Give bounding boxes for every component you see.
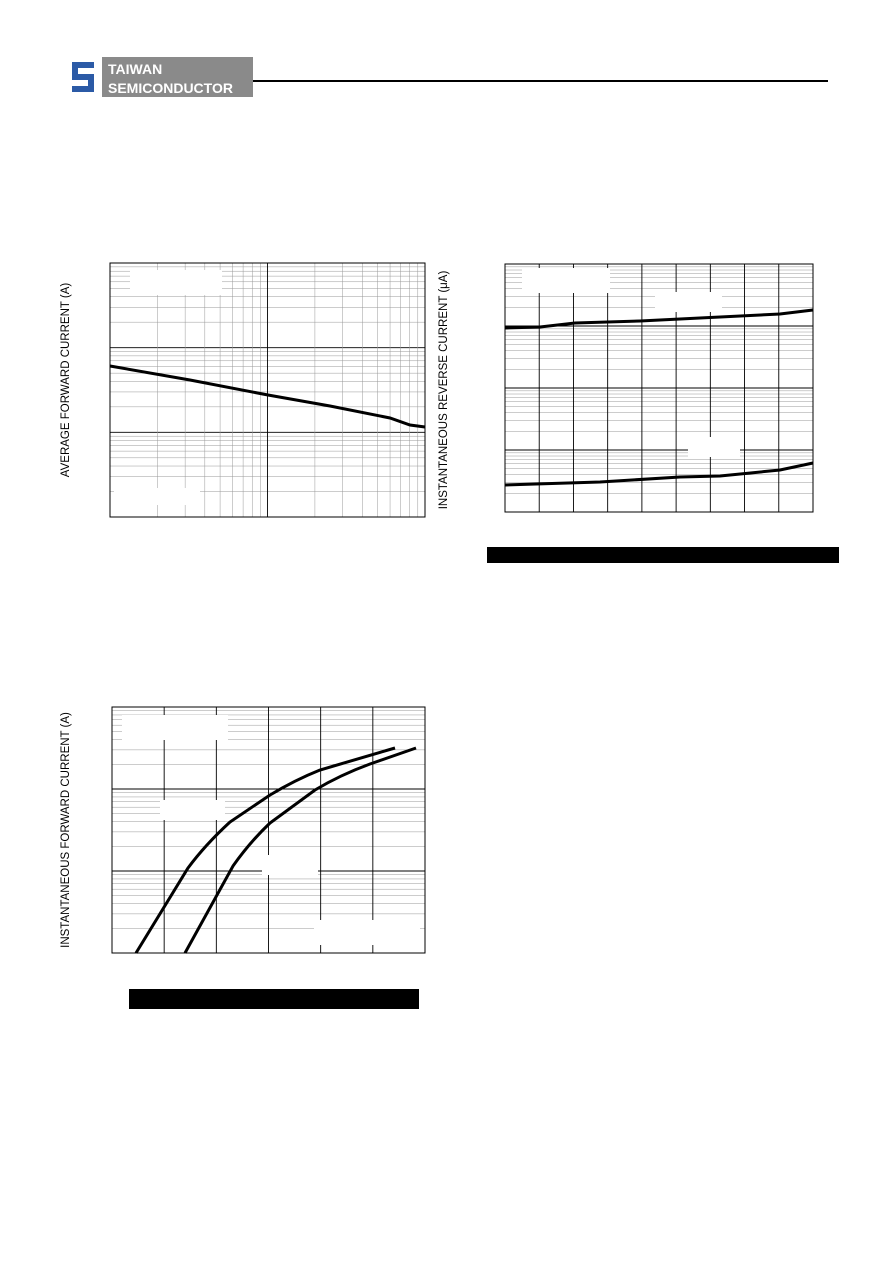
caption-bar bbox=[487, 547, 839, 563]
plot-frame bbox=[111, 706, 426, 954]
redacted-label bbox=[314, 920, 420, 945]
logo-box bbox=[102, 57, 253, 97]
logo: TAIWAN SEMICONDUCTOR bbox=[66, 57, 253, 97]
redacted-label bbox=[130, 270, 222, 295]
plot-frame bbox=[504, 263, 814, 513]
redacted-label bbox=[655, 292, 722, 312]
y-axis-label: INSTANTANEOUS FORWARD CURRENT (A) bbox=[60, 712, 72, 948]
curve bbox=[134, 746, 396, 954]
curve bbox=[504, 308, 814, 330]
logo-icon bbox=[72, 62, 94, 92]
y-axis-label: INSTANTANEOUS REVERSE CURRENT (μA) bbox=[438, 271, 450, 510]
redacted-label bbox=[522, 268, 610, 293]
curve bbox=[504, 461, 814, 487]
redacted-label bbox=[122, 715, 228, 740]
grids bbox=[109, 262, 814, 954]
curve bbox=[183, 746, 417, 954]
y-axis-label: AVERAGE FORWARD CURRENT (A) bbox=[60, 283, 72, 478]
curve bbox=[109, 364, 426, 429]
plot-frame bbox=[109, 262, 426, 518]
redacted-label bbox=[688, 437, 740, 457]
caption-bar bbox=[129, 989, 419, 1009]
company-name: TAIWAN bbox=[108, 61, 162, 77]
company-name: SEMICONDUCTOR bbox=[108, 80, 233, 96]
redacted-label bbox=[114, 488, 200, 505]
redacted-label bbox=[160, 800, 225, 820]
redacted-label bbox=[262, 855, 318, 875]
